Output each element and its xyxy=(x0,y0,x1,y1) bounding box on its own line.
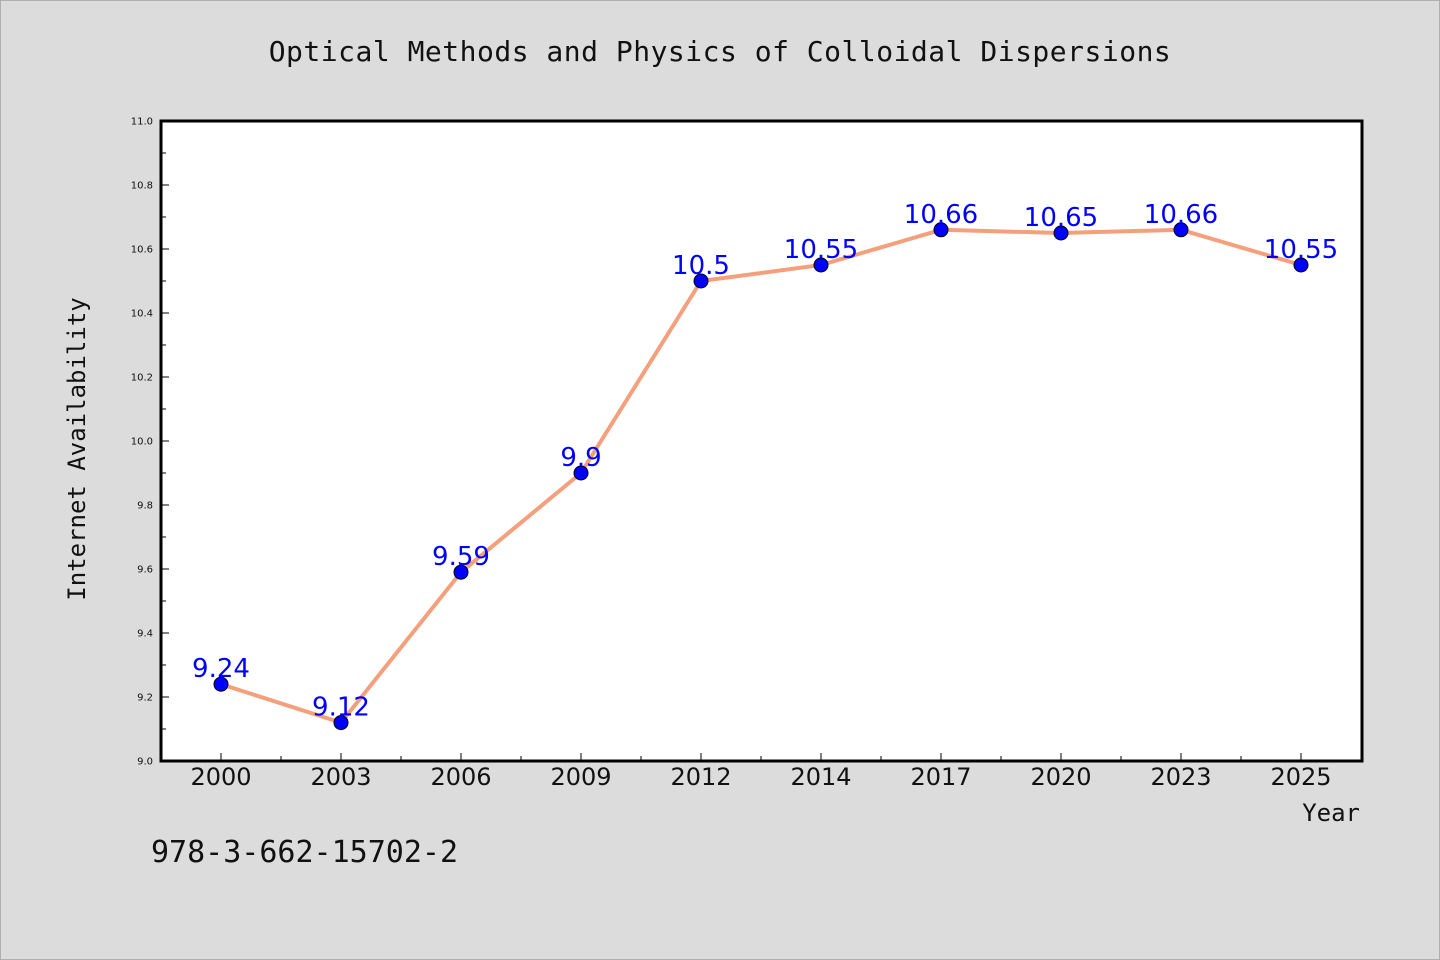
data-label: 10.66 xyxy=(904,200,978,230)
y-tick-label: 10.8 xyxy=(131,181,153,192)
data-label: 9.12 xyxy=(312,693,370,723)
x-tick-label: 2020 xyxy=(1030,763,1091,791)
y-tick-label: 10.0 xyxy=(131,437,153,448)
x-tick-label: 2006 xyxy=(430,763,491,791)
y-tick-label: 10.6 xyxy=(131,245,153,256)
data-label: 10.55 xyxy=(784,235,858,265)
x-tick-label: 2009 xyxy=(550,763,611,791)
data-point-marker xyxy=(693,273,709,289)
x-tick-label: 2014 xyxy=(790,763,851,791)
y-tick-label: 9.2 xyxy=(137,693,153,704)
y-tick-label: 9.0 xyxy=(137,757,153,768)
data-point-marker xyxy=(1293,257,1309,273)
data-label: 10.66 xyxy=(1144,200,1218,230)
plot-area xyxy=(161,121,1362,761)
data-label: 9.24 xyxy=(192,654,250,684)
data-point-marker xyxy=(1173,222,1189,238)
data-point-marker xyxy=(813,257,829,273)
y-tick-label: 9.6 xyxy=(137,565,153,576)
y-tick-label: 11.0 xyxy=(131,117,153,128)
y-tick-label: 10.2 xyxy=(131,373,153,384)
isbn-annotation: 978-3-662-15702-2 xyxy=(151,835,459,870)
data-label: 9.59 xyxy=(432,542,490,572)
data-label: 10.5 xyxy=(672,251,730,281)
y-tick-label: 10.4 xyxy=(131,309,153,320)
x-tick-label: 2023 xyxy=(1150,763,1211,791)
data-point-marker xyxy=(333,715,349,731)
data-label: 10.65 xyxy=(1024,203,1098,233)
x-tick-label: 2025 xyxy=(1270,763,1331,791)
x-tick-label: 2003 xyxy=(310,763,371,791)
y-tick-label: 9.8 xyxy=(137,501,153,512)
y-tick-label: 9.4 xyxy=(137,629,153,640)
chart-title: Optical Methods and Physics of Colloidal… xyxy=(268,35,1172,68)
x-tick-label: 2017 xyxy=(910,763,971,791)
data-point-marker xyxy=(453,564,469,580)
data-point-marker xyxy=(1053,225,1069,241)
data-label: 9.9 xyxy=(560,443,601,473)
x-axis-label: Year xyxy=(1302,799,1360,827)
x-tick-label: 2000 xyxy=(190,763,251,791)
data-point-marker xyxy=(933,222,949,238)
series-line xyxy=(219,227,1303,725)
x-tick-label: 2012 xyxy=(670,763,731,791)
y-axis-label: Internet Availability xyxy=(63,297,91,600)
plot-frame xyxy=(159,119,1364,763)
data-point-marker xyxy=(573,465,589,481)
data-label: 10.55 xyxy=(1264,235,1338,265)
data-point-marker xyxy=(213,676,229,692)
